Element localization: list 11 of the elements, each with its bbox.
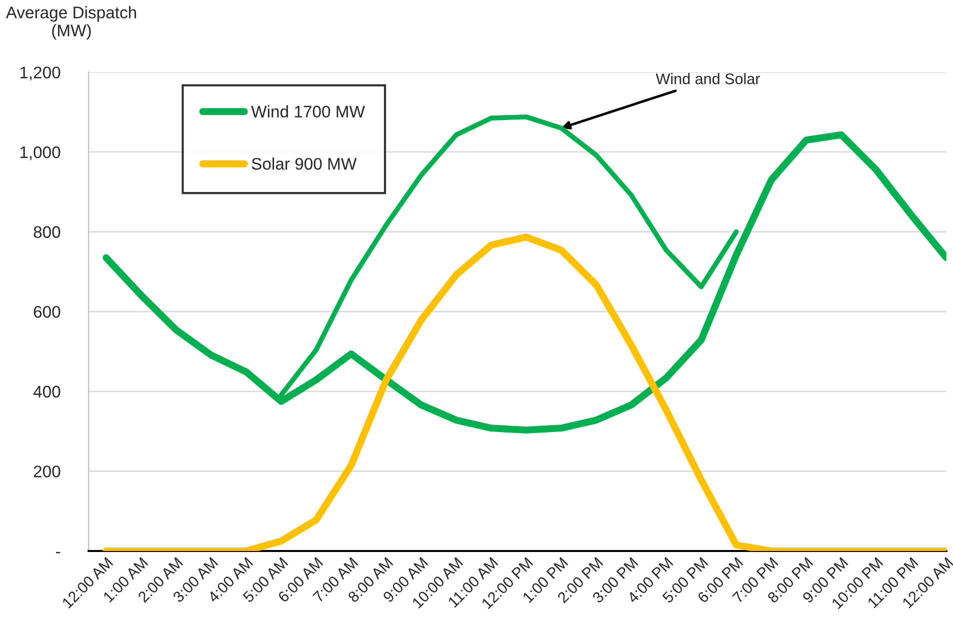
y-tick-label: 200 [34, 466, 60, 478]
y-tick-label: - [56, 552, 60, 554]
y-tick-label: 400 [33, 386, 60, 398]
y-tick-label: 1,200 [20, 66, 60, 80]
annotation: Wind and Solar [656, 73, 760, 84]
y-tick-label: 1,000 [20, 146, 60, 160]
y-axis-title: Average Dispatch (MW) [6, 6, 136, 40]
y-tick-label: 600 [34, 306, 60, 318]
y-tick-label: 800 [34, 226, 60, 238]
legend-label: Solar 900 MW [252, 158, 357, 170]
legend-label: Wind 1700 MW [251, 105, 365, 118]
